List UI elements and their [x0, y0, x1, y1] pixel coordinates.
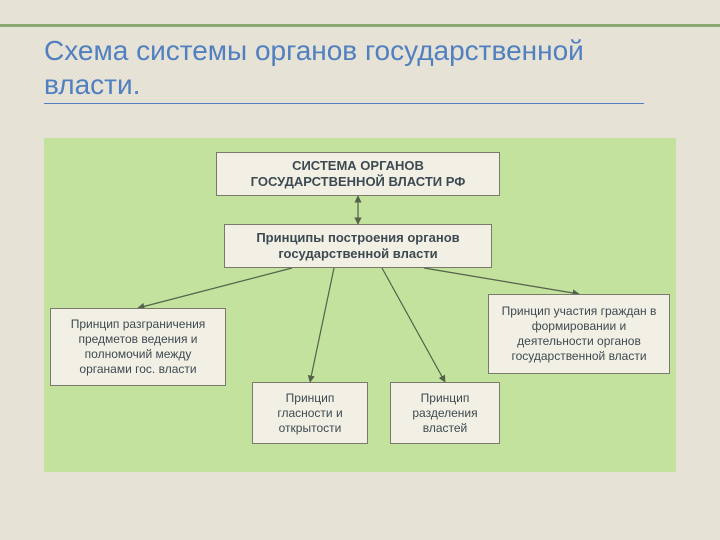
header-rule: [0, 24, 720, 27]
page-title-text: Схема системы органов государственной вл…: [44, 35, 584, 100]
node-p1: Принцип разграничения предметов ведения …: [50, 308, 226, 386]
edge-4: [424, 268, 579, 294]
node-p4: Принцип участия граждан в формировании и…: [488, 294, 670, 374]
node-p1-label: Принцип разграничения предметов ведения …: [59, 317, 217, 377]
node-root: СИСТЕМА ОРГАНОВ ГОСУДАРСТВЕННОЙ ВЛАСТИ Р…: [216, 152, 500, 196]
diagram: СИСТЕМА ОРГАНОВ ГОСУДАРСТВЕННОЙ ВЛАСТИ Р…: [44, 138, 676, 472]
node-p4-label: Принцип участия граждан в формировании и…: [497, 304, 661, 364]
node-p3: Принцип разделения властей: [390, 382, 500, 444]
node-principles-label: Принципы построения органов государствен…: [233, 230, 483, 262]
node-root-label: СИСТЕМА ОРГАНОВ ГОСУДАРСТВЕННОЙ ВЛАСТИ Р…: [225, 158, 491, 190]
node-principles: Принципы построения органов государствен…: [224, 224, 492, 268]
node-p2-label: Принцип гласности и открытости: [261, 391, 359, 436]
node-p3-label: Принцип разделения властей: [399, 391, 491, 436]
edge-2: [310, 268, 334, 382]
edge-1: [138, 268, 292, 308]
node-p2: Принцип гласности и открытости: [252, 382, 368, 444]
page-title: Схема системы органов государственной вл…: [44, 34, 644, 104]
edge-3: [382, 268, 445, 382]
